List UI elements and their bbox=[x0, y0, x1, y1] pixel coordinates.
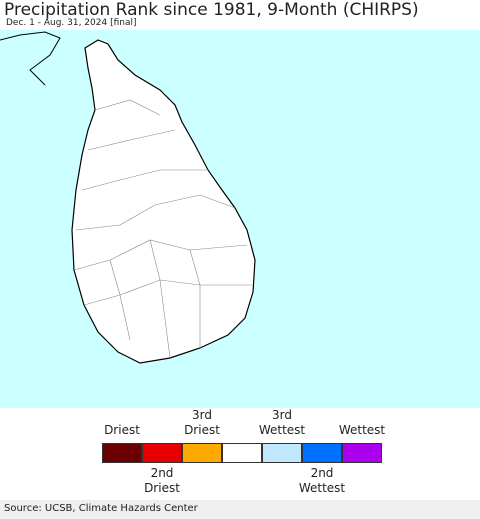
legend: Driest 2nd Driest 3rd Driest 3rd Wettest 2nd… bbox=[102, 408, 386, 495]
title: Precipitation Rank since 1981, 9-Month (… bbox=[4, 0, 419, 20]
legend-label: Wettest bbox=[338, 423, 386, 437]
district-borders bbox=[73, 99, 252, 359]
legend-swatch bbox=[262, 443, 302, 463]
legend-label: 2nd Driest bbox=[144, 466, 180, 495]
map bbox=[0, 30, 480, 408]
legend-swatch bbox=[142, 443, 182, 463]
legend-swatch bbox=[342, 443, 382, 463]
legend-label: 3rd Driest bbox=[184, 408, 220, 437]
legend-label: Driest bbox=[104, 423, 140, 437]
island bbox=[71, 39, 256, 364]
legend-swatch bbox=[182, 443, 222, 463]
subtitle: Dec. 1 - Aug. 31, 2024 [final] bbox=[6, 18, 137, 28]
legend-swatch bbox=[222, 443, 262, 463]
source: Source: UCSB, Climate Hazards Center bbox=[4, 503, 198, 514]
footer: Source: UCSB, Climate Hazards Center bbox=[0, 500, 480, 519]
legend-swatch bbox=[302, 443, 342, 463]
legend-swatch bbox=[102, 443, 142, 463]
legend-label: 2nd Wettest bbox=[298, 466, 346, 495]
legend-label: 3rd Wettest bbox=[258, 408, 306, 437]
mainland-coast bbox=[0, 31, 61, 86]
